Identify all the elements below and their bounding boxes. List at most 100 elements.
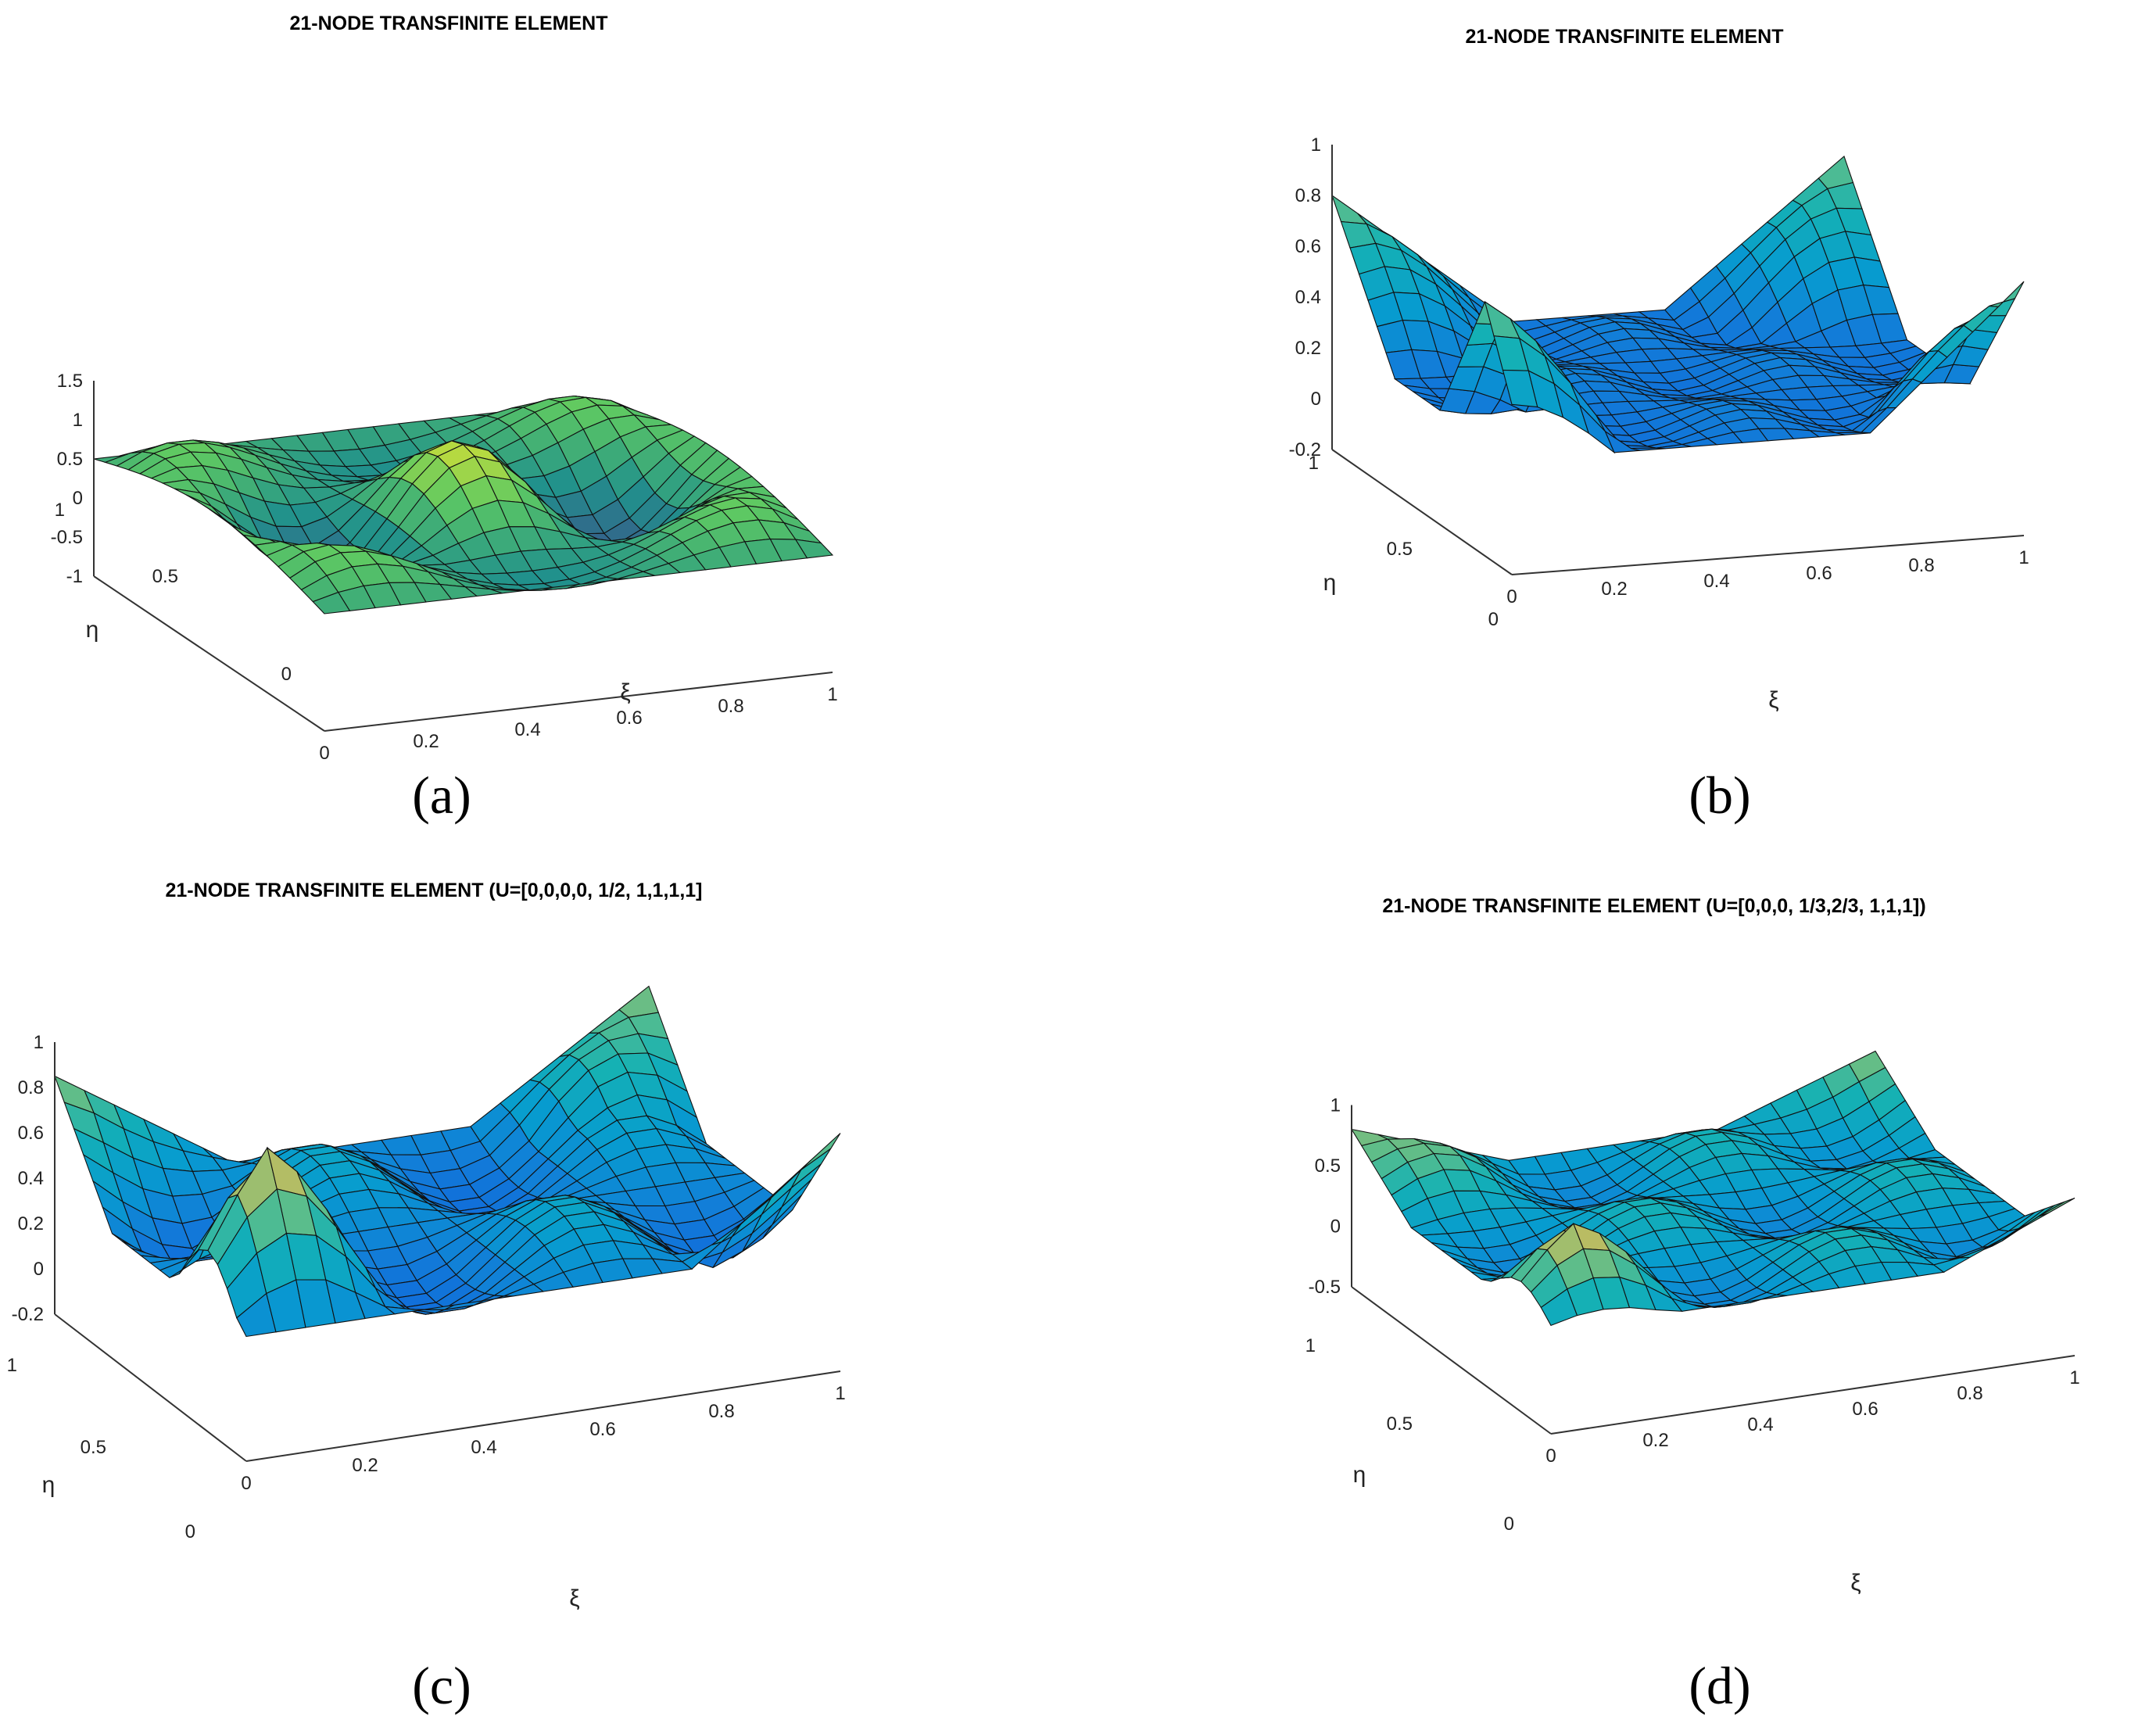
x-tick-label: 1 bbox=[2069, 1367, 2079, 1388]
subplot-a: 21-NODE TRANSFINITE ELEMENT -1 -0.5 0 0.5 1 1… bbox=[0, 0, 1078, 867]
x-axis-line bbox=[324, 672, 833, 732]
x-axis-line bbox=[245, 1370, 841, 1462]
x-tick-label: 0.2 bbox=[1601, 579, 1627, 600]
y-tick-label: 0.5 bbox=[152, 566, 178, 587]
z-tick-label: 0.5 bbox=[57, 449, 83, 470]
y-axis-line bbox=[1351, 1286, 1552, 1435]
x-axis-line bbox=[1511, 535, 2025, 575]
surface-mesh bbox=[1330, 156, 2025, 454]
z-tick-label: -0.5 bbox=[1309, 1277, 1341, 1298]
x-tick-label: 0 bbox=[1545, 1446, 1556, 1467]
z-tick-label: 0.6 bbox=[18, 1123, 44, 1144]
x-tick-label: 0.2 bbox=[1642, 1430, 1668, 1451]
x-tick-label: 0.4 bbox=[1703, 571, 1729, 592]
y-tick-label: 0 bbox=[1504, 1514, 1514, 1535]
axes: -0.2 0 0.2 0.4 0.6 0.8 1 0 0.2 0.4 0.6 0.8 1 0 0.5 1 bbox=[7, 1032, 846, 1542]
x-tick-label: 1 bbox=[827, 684, 837, 705]
z-tick-label: 0 bbox=[1330, 1216, 1341, 1238]
y-tick-label: 0 bbox=[1488, 609, 1499, 630]
x-tick-label: 0.4 bbox=[514, 719, 540, 740]
z-tick-label: 0.4 bbox=[1295, 287, 1321, 308]
x-axis-label: ξ bbox=[1850, 1570, 1861, 1596]
y-axis-line bbox=[1331, 449, 1513, 575]
mesh-face bbox=[1330, 194, 1368, 225]
x-tick-label: 0.6 bbox=[589, 1419, 615, 1440]
mesh-face bbox=[618, 985, 660, 1018]
x-tick-label: 0.8 bbox=[708, 1401, 734, 1422]
y-tick-label: 0.5 bbox=[1387, 1413, 1413, 1435]
z-tick-label: 1 bbox=[73, 410, 83, 431]
y-tick-label: 1 bbox=[7, 1355, 17, 1376]
y-tick-label: 0.5 bbox=[1387, 539, 1413, 560]
y-axis-label: η bbox=[1323, 570, 1337, 596]
subfigure-caption: (c) bbox=[412, 1656, 471, 1715]
x-tick-label: 0.4 bbox=[471, 1437, 496, 1458]
surface-plot-a: 21-NODE TRANSFINITE ELEMENT -1 -0.5 0 0.5 1 1… bbox=[51, 13, 838, 825]
x-axis-label: ξ bbox=[569, 1585, 579, 1611]
plot-title: 21-NODE TRANSFINITE ELEMENT (U=[0,0,0, 1… bbox=[1382, 895, 1925, 917]
y-tick-label: 0 bbox=[185, 1521, 195, 1542]
y-tick-label: 0 bbox=[281, 664, 292, 685]
z-tick-label: 0 bbox=[1311, 389, 1321, 410]
z-tick-label: 0.6 bbox=[1295, 236, 1321, 257]
x-axis-line bbox=[1550, 1355, 2075, 1435]
y-axis-line bbox=[93, 575, 325, 732]
x-tick-label: 0 bbox=[241, 1473, 251, 1494]
z-tick-label: 0.2 bbox=[1295, 338, 1321, 359]
subplot-d: 21-NODE TRANSFINITE ELEMENT (U=[0,0,0, 1… bbox=[1078, 867, 2156, 1734]
z-tick-label: 1 bbox=[1330, 1095, 1341, 1116]
y-axis-label: η bbox=[86, 617, 99, 643]
plot-title: 21-NODE TRANSFINITE ELEMENT bbox=[290, 13, 608, 34]
z-tick-label: 0 bbox=[73, 488, 83, 509]
x-tick-label: 0.4 bbox=[1747, 1414, 1773, 1435]
z-tick-label: -1 bbox=[66, 566, 83, 587]
plot-title: 21-NODE TRANSFINITE ELEMENT bbox=[1466, 26, 1784, 48]
z-tick-label: 0.5 bbox=[1315, 1155, 1341, 1177]
x-tick-label: 0.2 bbox=[413, 731, 439, 752]
y-tick-label: 0.5 bbox=[81, 1437, 106, 1458]
z-tick-label: 0.4 bbox=[18, 1168, 44, 1189]
z-tick-label: -0.2 bbox=[12, 1304, 44, 1325]
x-axis-label: ξ bbox=[620, 679, 630, 705]
subfigure-caption: (d) bbox=[1689, 1656, 1750, 1715]
y-tick-label: 1 bbox=[55, 500, 65, 521]
x-tick-label: 0 bbox=[1506, 586, 1517, 607]
mesh-face bbox=[2038, 1197, 2075, 1217]
x-axis-label: ξ bbox=[1768, 687, 1778, 713]
surface-plot-d: 21-NODE TRANSFINITE ELEMENT (U=[0,0,0, 1… bbox=[1305, 895, 2080, 1715]
x-tick-label: 0 bbox=[319, 743, 329, 764]
surface-plot-b: 21-NODE TRANSFINITE ELEMENT -0.2 0 0.2 0.4 0… bbox=[1289, 26, 2029, 825]
x-tick-label: 0.8 bbox=[1957, 1383, 1982, 1404]
z-tick-label: 0 bbox=[34, 1259, 44, 1280]
axes: -0.5 0 0.5 1 0 0.2 0.4 0.6 0.8 1 0 0.5 1 bbox=[1305, 1095, 2080, 1535]
x-tick-label: 1 bbox=[2018, 547, 2029, 568]
z-tick-label: 0.8 bbox=[1295, 185, 1321, 206]
y-axis-label: η bbox=[1353, 1462, 1366, 1488]
x-tick-label: 0.6 bbox=[1806, 563, 1832, 584]
x-tick-label: 0.8 bbox=[1908, 555, 1934, 576]
surface-mesh bbox=[1350, 1050, 2075, 1327]
mesh-face bbox=[1989, 281, 2025, 307]
y-tick-label: 1 bbox=[1309, 453, 1319, 474]
z-tick-label: 1 bbox=[34, 1032, 44, 1053]
surface-mesh bbox=[93, 395, 834, 614]
y-tick-label: 1 bbox=[1305, 1335, 1316, 1356]
surface-mesh bbox=[54, 985, 841, 1338]
z-tick-label: -0.5 bbox=[51, 527, 83, 548]
subfigure-caption: (b) bbox=[1689, 765, 1750, 825]
mesh-face bbox=[800, 1133, 841, 1170]
z-tick-label: -0.2 bbox=[1289, 439, 1321, 460]
axes: -0.2 0 0.2 0.4 0.6 0.8 1 0 0.2 0.4 0.6 0.8 1 0 0.5 1 bbox=[1289, 134, 2029, 630]
plot-title: 21-NODE TRANSFINITE ELEMENT (U=[0,0,0,0,… bbox=[166, 880, 703, 901]
mesh-face bbox=[791, 1148, 832, 1188]
z-tick-label: 0.8 bbox=[18, 1077, 44, 1098]
x-tick-label: 0.2 bbox=[352, 1455, 378, 1476]
y-axis-label: η bbox=[42, 1472, 56, 1498]
x-tick-label: 0.8 bbox=[718, 696, 743, 717]
subplot-c: 21-NODE TRANSFINITE ELEMENT (U=[0,0,0,0,… bbox=[0, 867, 1078, 1734]
z-tick-label: 0.2 bbox=[18, 1213, 44, 1234]
y-axis-line bbox=[54, 1313, 247, 1462]
surface-plot-c: 21-NODE TRANSFINITE ELEMENT (U=[0,0,0,0,… bbox=[7, 880, 846, 1715]
mesh-face bbox=[794, 539, 834, 559]
